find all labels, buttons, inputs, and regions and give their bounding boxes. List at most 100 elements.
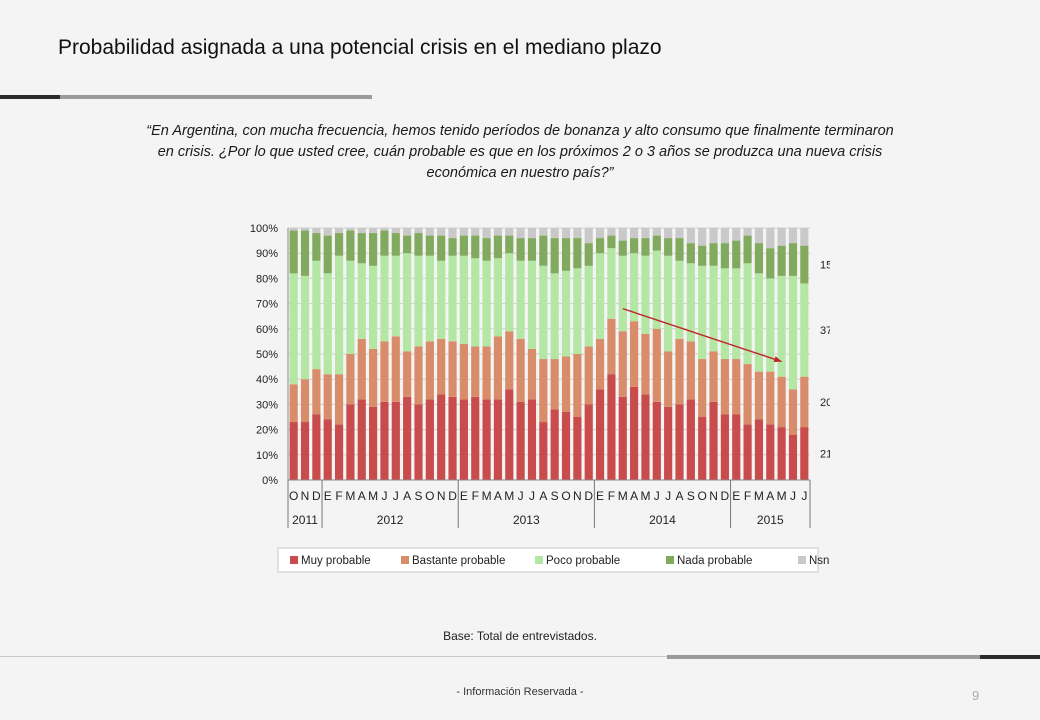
bar-segment <box>607 374 616 480</box>
y-tick-label: 80% <box>256 273 278 285</box>
bar-segment <box>664 351 673 407</box>
bar-segment <box>788 389 798 435</box>
bar-segment <box>675 228 684 239</box>
x-tick-label: N <box>573 489 582 503</box>
bar-segment <box>312 233 321 261</box>
bar-segment <box>493 228 503 236</box>
legend-box <box>277 547 819 573</box>
year-label: 2015 <box>757 513 784 527</box>
bar-segment <box>686 341 695 400</box>
footer-rule-accent <box>980 655 1040 659</box>
bar-segment <box>323 235 332 274</box>
bar-segment <box>720 414 729 480</box>
bar-segment <box>573 268 582 354</box>
bar-segment <box>800 245 809 284</box>
bar-segment <box>595 253 605 339</box>
bar-segment <box>788 275 798 390</box>
bar-segment <box>403 235 412 254</box>
bar-segment <box>346 404 355 480</box>
bar-segment <box>505 253 514 332</box>
bar-segment <box>732 359 741 415</box>
x-tick-label: S <box>687 489 695 503</box>
x-tick-label: O <box>425 489 434 503</box>
x-tick-label: J <box>801 489 807 503</box>
footer-text: - Información Reservada - <box>456 686 584 698</box>
bar-segment <box>607 228 616 236</box>
bar-segment <box>380 401 389 480</box>
bar-segment <box>323 374 332 420</box>
bar-segment <box>698 265 707 360</box>
bar-segment <box>630 321 639 387</box>
bar-segment <box>414 255 423 347</box>
bar-segment <box>289 384 298 423</box>
bar-segment <box>766 371 775 425</box>
bar-segment <box>777 376 786 428</box>
bar-segment <box>618 331 627 397</box>
bar-segment <box>595 228 605 239</box>
bar-segment <box>482 346 491 400</box>
bar-segment <box>459 343 468 400</box>
bar-segment <box>300 379 310 423</box>
footer-rule <box>667 655 1040 659</box>
bar-segment <box>527 228 537 239</box>
bar-segment <box>505 389 514 480</box>
bar-segment <box>312 414 321 480</box>
series-end-label: 21 <box>820 449 830 461</box>
x-tick-label: E <box>732 489 740 503</box>
bar-segment <box>312 369 321 415</box>
bar-segment <box>652 228 661 236</box>
bar-segment <box>471 346 480 397</box>
bar-segment <box>584 346 593 405</box>
x-tick-label: O <box>561 489 570 503</box>
bar-segment <box>437 260 446 339</box>
x-tick-label: M <box>345 489 355 503</box>
bar-segment <box>607 248 616 319</box>
bar-segment <box>641 255 650 334</box>
bar-segment <box>698 228 707 246</box>
bar-segment <box>369 406 378 480</box>
bar-segment <box>686 399 695 480</box>
bar-segment <box>561 228 571 239</box>
bar-segment <box>675 404 684 480</box>
bar-segment <box>584 243 593 266</box>
bar-segment <box>766 424 775 480</box>
bar-segment <box>652 328 661 402</box>
x-tick-label: O <box>289 489 298 503</box>
legend-label: Muy probable <box>301 555 371 567</box>
bar-segment <box>289 273 298 385</box>
bar-segment <box>539 228 548 236</box>
bar-segment <box>493 336 503 400</box>
bar-segment <box>323 419 332 480</box>
bar-segment <box>664 255 673 352</box>
bar-segment <box>573 354 582 417</box>
x-tick-label: A <box>403 489 411 503</box>
bar-segment <box>493 258 503 337</box>
bar-segment <box>505 235 514 254</box>
x-tick-label: D <box>312 489 321 503</box>
bar-segment <box>800 427 809 480</box>
bar-segment <box>380 228 389 231</box>
x-tick-label: E <box>324 489 332 503</box>
trend-arrow-line <box>622 307 782 363</box>
bar-segment <box>630 253 639 322</box>
bar-segment <box>527 238 537 261</box>
bar-segment <box>300 230 310 276</box>
bar-segment <box>471 258 480 347</box>
bar-segment <box>698 359 707 417</box>
bar-segment <box>437 228 446 236</box>
x-tick-label: N <box>709 489 718 503</box>
bar-segment <box>732 228 741 241</box>
x-tick-label: J <box>529 489 535 503</box>
bar-segment <box>584 228 593 244</box>
x-tick-label: M <box>640 489 650 503</box>
bar-segment <box>346 354 355 405</box>
x-tick-label: A <box>539 489 547 503</box>
bar-segment <box>357 263 366 339</box>
bar-segment <box>743 263 752 365</box>
bar-segment <box>380 341 389 402</box>
bar-segment <box>448 341 457 397</box>
bar-segment <box>482 260 491 347</box>
chart-annotations: 15 37 20 21 <box>622 260 830 461</box>
bar-segment <box>482 238 491 261</box>
bar-segment <box>618 396 627 480</box>
